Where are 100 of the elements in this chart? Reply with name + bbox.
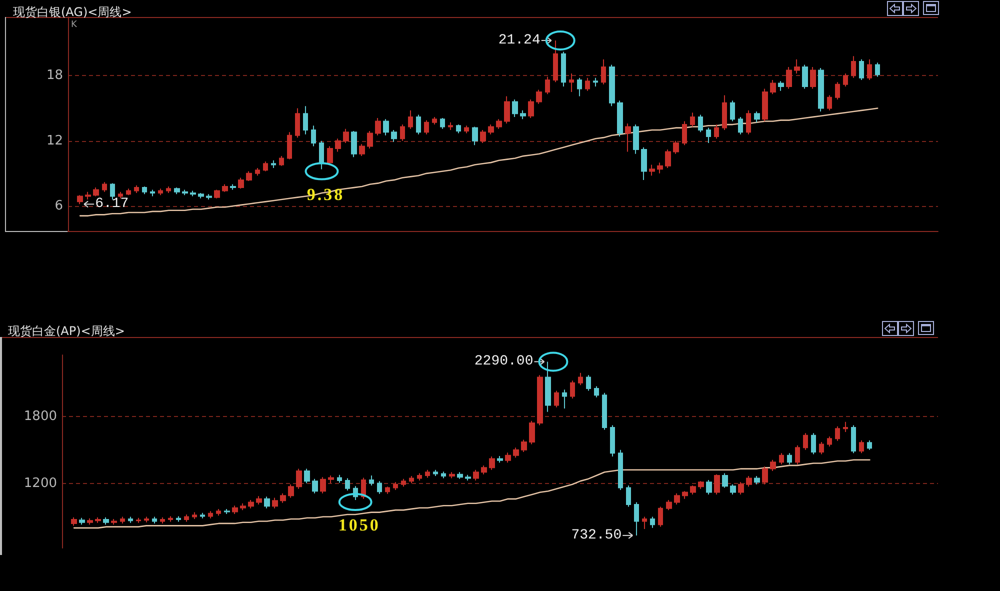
candlestick xyxy=(238,177,244,190)
line-series xyxy=(79,108,878,216)
candlestick xyxy=(787,452,792,465)
candlestick xyxy=(369,474,374,486)
candlestick xyxy=(617,100,623,137)
candlestick xyxy=(843,421,848,432)
candlestick xyxy=(722,472,728,488)
candlestick xyxy=(577,77,582,97)
candlestick xyxy=(528,99,534,119)
candlestick xyxy=(666,500,672,511)
candlestick xyxy=(795,444,800,465)
candlestick xyxy=(819,442,824,455)
candlestick xyxy=(738,482,744,495)
candlestick xyxy=(682,120,687,146)
candlestick xyxy=(642,516,647,530)
candlestick xyxy=(802,64,808,90)
candlestick xyxy=(351,130,357,158)
candlestick xyxy=(512,99,518,118)
candlestick xyxy=(722,94,727,130)
candlestick xyxy=(93,187,99,197)
candlestick xyxy=(497,455,503,464)
annotation: 732.50 xyxy=(571,527,622,544)
candlestick xyxy=(77,194,83,205)
candlestick xyxy=(272,497,278,509)
candlestick xyxy=(585,77,590,92)
candlestick xyxy=(359,144,365,157)
candlestick xyxy=(182,189,188,196)
candlestick xyxy=(473,469,479,482)
candlestick xyxy=(578,372,583,386)
candlestick xyxy=(103,516,109,526)
candlestick xyxy=(762,466,768,485)
candlestick xyxy=(770,80,776,95)
candlestick xyxy=(208,510,213,519)
candlestick xyxy=(859,440,864,454)
candlestick xyxy=(649,164,655,176)
candlestick xyxy=(71,516,77,526)
candlestick xyxy=(102,182,107,192)
annotation: K xyxy=(71,20,78,30)
candlestick xyxy=(222,184,228,192)
candlestick xyxy=(634,502,639,536)
candlestick xyxy=(128,516,133,524)
candlestick xyxy=(158,188,163,196)
candlestick xyxy=(214,189,220,199)
candlestick xyxy=(409,476,414,484)
candlestick xyxy=(424,120,429,135)
y-tick-label: 12 xyxy=(46,133,63,148)
candlestick xyxy=(545,361,551,412)
candlestick xyxy=(311,125,316,147)
candlestick xyxy=(391,129,397,142)
candlestick xyxy=(810,66,816,90)
candlestick xyxy=(545,76,550,95)
candlestick xyxy=(818,68,824,112)
y-tick-label: 6 xyxy=(54,198,63,214)
candlestick xyxy=(465,474,471,482)
candlestick xyxy=(216,508,221,516)
candlestick xyxy=(184,514,189,522)
candlestick xyxy=(280,492,286,504)
candlestick xyxy=(690,112,695,128)
candlestick xyxy=(126,188,131,196)
candlestick xyxy=(520,110,526,120)
candlestick xyxy=(641,146,647,180)
candlestick xyxy=(319,140,324,170)
candlestick xyxy=(714,474,720,495)
candlestick xyxy=(673,140,679,154)
candlestick xyxy=(134,184,139,194)
candlestick xyxy=(481,464,487,475)
candlestick xyxy=(383,118,389,136)
candlestick xyxy=(569,72,574,92)
candlestick xyxy=(827,436,832,447)
candlestick xyxy=(746,110,751,135)
candlestick xyxy=(657,162,663,174)
candlestick xyxy=(561,51,566,88)
candlestick xyxy=(160,516,165,524)
candlestick xyxy=(586,374,591,392)
candlestick xyxy=(513,447,519,458)
candlestick xyxy=(295,108,300,138)
candlestick xyxy=(279,156,284,166)
candlestick xyxy=(400,124,405,142)
candlestick xyxy=(142,186,147,195)
candlestick xyxy=(521,439,527,453)
annotation: 1050 xyxy=(338,516,380,535)
candlestick xyxy=(367,130,373,149)
candlestick xyxy=(120,516,125,524)
candlestick xyxy=(779,452,784,465)
candlestick xyxy=(136,517,141,524)
candlestick xyxy=(682,490,688,500)
candlestick xyxy=(554,390,559,408)
candlestick xyxy=(730,484,736,495)
candlestick xyxy=(432,116,437,126)
annotation: 6.17 xyxy=(95,196,129,212)
candlestick xyxy=(706,479,712,495)
candlestick xyxy=(536,89,542,104)
candlestick xyxy=(472,126,478,146)
candlestick xyxy=(288,484,294,498)
candlestick xyxy=(537,374,543,426)
candlestick xyxy=(626,485,631,508)
candlestick xyxy=(529,420,535,445)
candlestick xyxy=(633,124,639,154)
candlestick xyxy=(851,56,856,78)
candlestick xyxy=(851,424,856,454)
